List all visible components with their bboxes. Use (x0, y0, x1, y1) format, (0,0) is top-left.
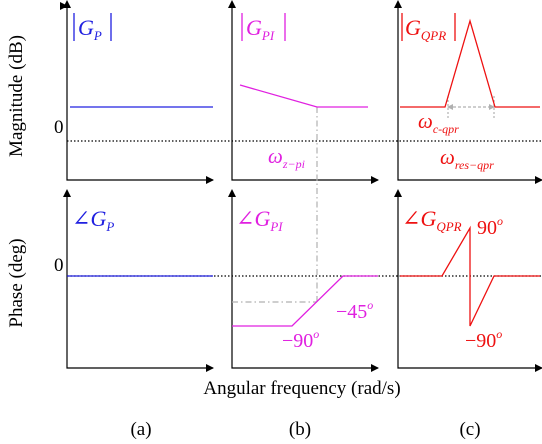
axis-phase-p (66, 195, 214, 372)
label-pi-minus45: −45o (336, 298, 373, 323)
magnitude-axis-label: Magnitude (dB) (6, 35, 27, 157)
title-phase-pi: ∠GPI (236, 206, 283, 234)
svg-text:GPI: GPI (246, 15, 275, 43)
curve-phase-qpr (400, 225, 540, 327)
label-pi-minus90: −90o (282, 327, 319, 352)
title-mag-qpr: GQPR (401, 13, 456, 43)
curve-phase-pi (232, 275, 378, 327)
frequency-axis-label: Angular frequency (rad/s) (203, 378, 400, 399)
y-axis-arrows (63, 0, 402, 197)
label-qpr-plus90: 90o (477, 214, 503, 239)
label-omega-z-pi: ωz−pi (268, 144, 305, 171)
panel-letter-c: (c) (459, 419, 480, 440)
zero-label-bottom: 0 (54, 255, 64, 276)
axis-mag-p (66, 6, 214, 184)
label-qpr-minus90: −90o (465, 327, 502, 352)
axis-mag-pi (231, 6, 379, 184)
guide-lines (232, 96, 495, 303)
panel-letter-a: (a) (130, 419, 151, 440)
title-phase-p: ∠GP (72, 206, 114, 234)
label-omega-res-qpr: ωres−qpr (440, 145, 494, 172)
panel-axes (66, 6, 542, 372)
svg-text:GP: GP (78, 15, 102, 43)
title-mag-pi: GPI (241, 13, 286, 43)
axis-phase-qpr (397, 195, 542, 372)
axis-mag-qpr (397, 6, 542, 184)
curve-mag-pi (239, 84, 368, 108)
title-phase-qpr: ∠GQPR (402, 206, 462, 234)
curve-mag-qpr (400, 18, 540, 108)
zero-label-top: 0 (54, 117, 64, 138)
panel-letter-b: (b) (289, 419, 311, 440)
phase-axis-label: Phase (deg) (6, 238, 27, 327)
svg-text:GQPR: GQPR (405, 15, 446, 43)
label-omega-c-qpr: ωc-qpr (418, 109, 459, 136)
axis-phase-pi (231, 195, 379, 372)
title-mag-p: GP (73, 13, 112, 43)
